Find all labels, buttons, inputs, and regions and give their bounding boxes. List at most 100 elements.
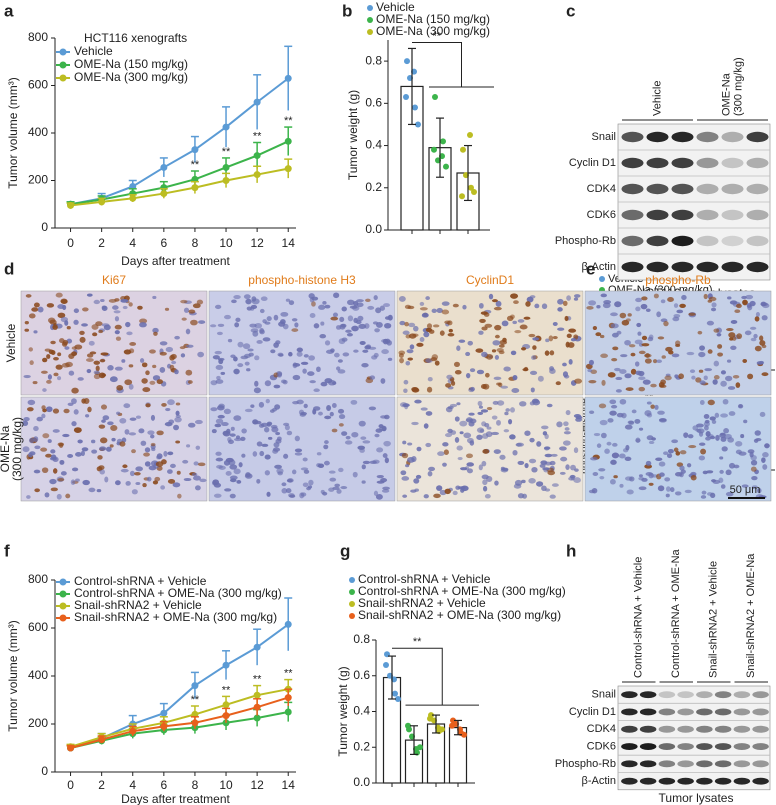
nucleus	[641, 296, 648, 301]
nucleus	[529, 370, 538, 376]
nucleus	[679, 450, 687, 455]
nucleus	[187, 380, 193, 384]
blot-band	[714, 777, 732, 785]
nucleus	[673, 447, 679, 453]
nucleus	[57, 312, 66, 319]
legend-label: Control-shRNA + OME-Na (300 mg/kg)	[358, 584, 566, 598]
nucleus	[73, 427, 82, 433]
nucleus	[659, 472, 665, 477]
nucleus	[514, 329, 522, 334]
nucleus	[332, 312, 339, 318]
nucleus	[41, 467, 49, 474]
nucleus	[266, 316, 272, 322]
y-tick-label: 0	[41, 764, 48, 778]
nucleus	[101, 305, 107, 309]
nucleus	[109, 444, 114, 448]
blot-band	[639, 691, 657, 699]
nucleus	[99, 298, 105, 303]
nucleus	[42, 433, 50, 439]
nucleus	[413, 325, 419, 332]
data-point	[392, 690, 398, 697]
blot-band	[721, 131, 744, 143]
nucleus	[491, 431, 499, 436]
nucleus	[732, 374, 740, 379]
blot-band	[639, 708, 657, 716]
data-point	[449, 722, 455, 729]
nucleus	[250, 404, 255, 408]
nucleus	[309, 312, 316, 318]
nucleus	[559, 446, 567, 451]
nucleus	[24, 320, 29, 325]
x-tick-label: 10	[219, 778, 233, 792]
nucleus	[254, 355, 260, 361]
nucleus	[341, 431, 348, 436]
data-point	[471, 189, 477, 195]
blot-band	[646, 131, 669, 143]
nucleus	[322, 301, 327, 305]
nucleus	[146, 476, 152, 482]
blot-band	[714, 760, 732, 768]
nucleus	[656, 359, 663, 364]
nucleus	[129, 470, 135, 477]
nucleus	[181, 317, 187, 321]
nucleus	[742, 300, 748, 305]
nucleus	[586, 306, 594, 310]
nucleus	[698, 455, 706, 461]
nucleus	[719, 469, 724, 474]
significance: **	[253, 674, 262, 686]
nucleus	[223, 408, 231, 415]
nucleus	[658, 461, 666, 467]
nucleus	[371, 355, 378, 360]
nucleus	[210, 324, 217, 328]
x-tick-label: 12	[250, 236, 264, 250]
nucleus	[81, 447, 89, 452]
nucleus	[762, 464, 768, 470]
nucleus	[170, 463, 176, 469]
nucleus	[149, 380, 156, 385]
nucleus	[432, 324, 440, 328]
nucleus	[657, 336, 665, 340]
blot-band	[696, 691, 713, 699]
nucleus	[59, 459, 65, 465]
nucleus	[652, 359, 658, 364]
nucleus	[156, 430, 164, 436]
x-tick-label: 4	[129, 778, 136, 792]
data-point	[160, 163, 168, 171]
nucleus	[98, 465, 105, 470]
blot-band	[746, 157, 769, 169]
nucleus	[408, 322, 416, 328]
nucleus	[575, 417, 583, 422]
blot-column-label: Vehicle	[651, 81, 663, 116]
blot-band	[746, 131, 769, 143]
nucleus	[135, 466, 143, 472]
y-axis-label: Tumor volume (mm³)	[6, 620, 20, 732]
nucleus	[509, 434, 516, 440]
blot-band	[671, 235, 694, 247]
nucleus	[535, 481, 544, 487]
nucleus	[416, 342, 424, 347]
nucleus	[494, 355, 500, 360]
nucleus	[131, 489, 138, 495]
nucleus	[736, 303, 742, 309]
nucleus	[411, 421, 419, 426]
nucleus	[614, 367, 621, 372]
nucleus	[365, 344, 372, 349]
nucleus	[754, 430, 761, 436]
blot-band	[696, 777, 713, 785]
nucleus	[462, 304, 467, 310]
nucleus	[715, 434, 720, 441]
nucleus	[720, 484, 726, 489]
nucleus	[646, 401, 652, 405]
nucleus	[528, 333, 536, 338]
nucleus	[382, 338, 389, 345]
nucleus	[743, 419, 748, 424]
nucleus	[557, 298, 564, 305]
nucleus	[493, 449, 501, 454]
nucleus	[485, 354, 494, 360]
nucleus	[733, 464, 740, 469]
nucleus	[588, 380, 597, 384]
data-point	[284, 694, 292, 702]
nucleus	[754, 316, 760, 322]
nucleus	[61, 362, 70, 368]
blot-band	[721, 235, 744, 247]
